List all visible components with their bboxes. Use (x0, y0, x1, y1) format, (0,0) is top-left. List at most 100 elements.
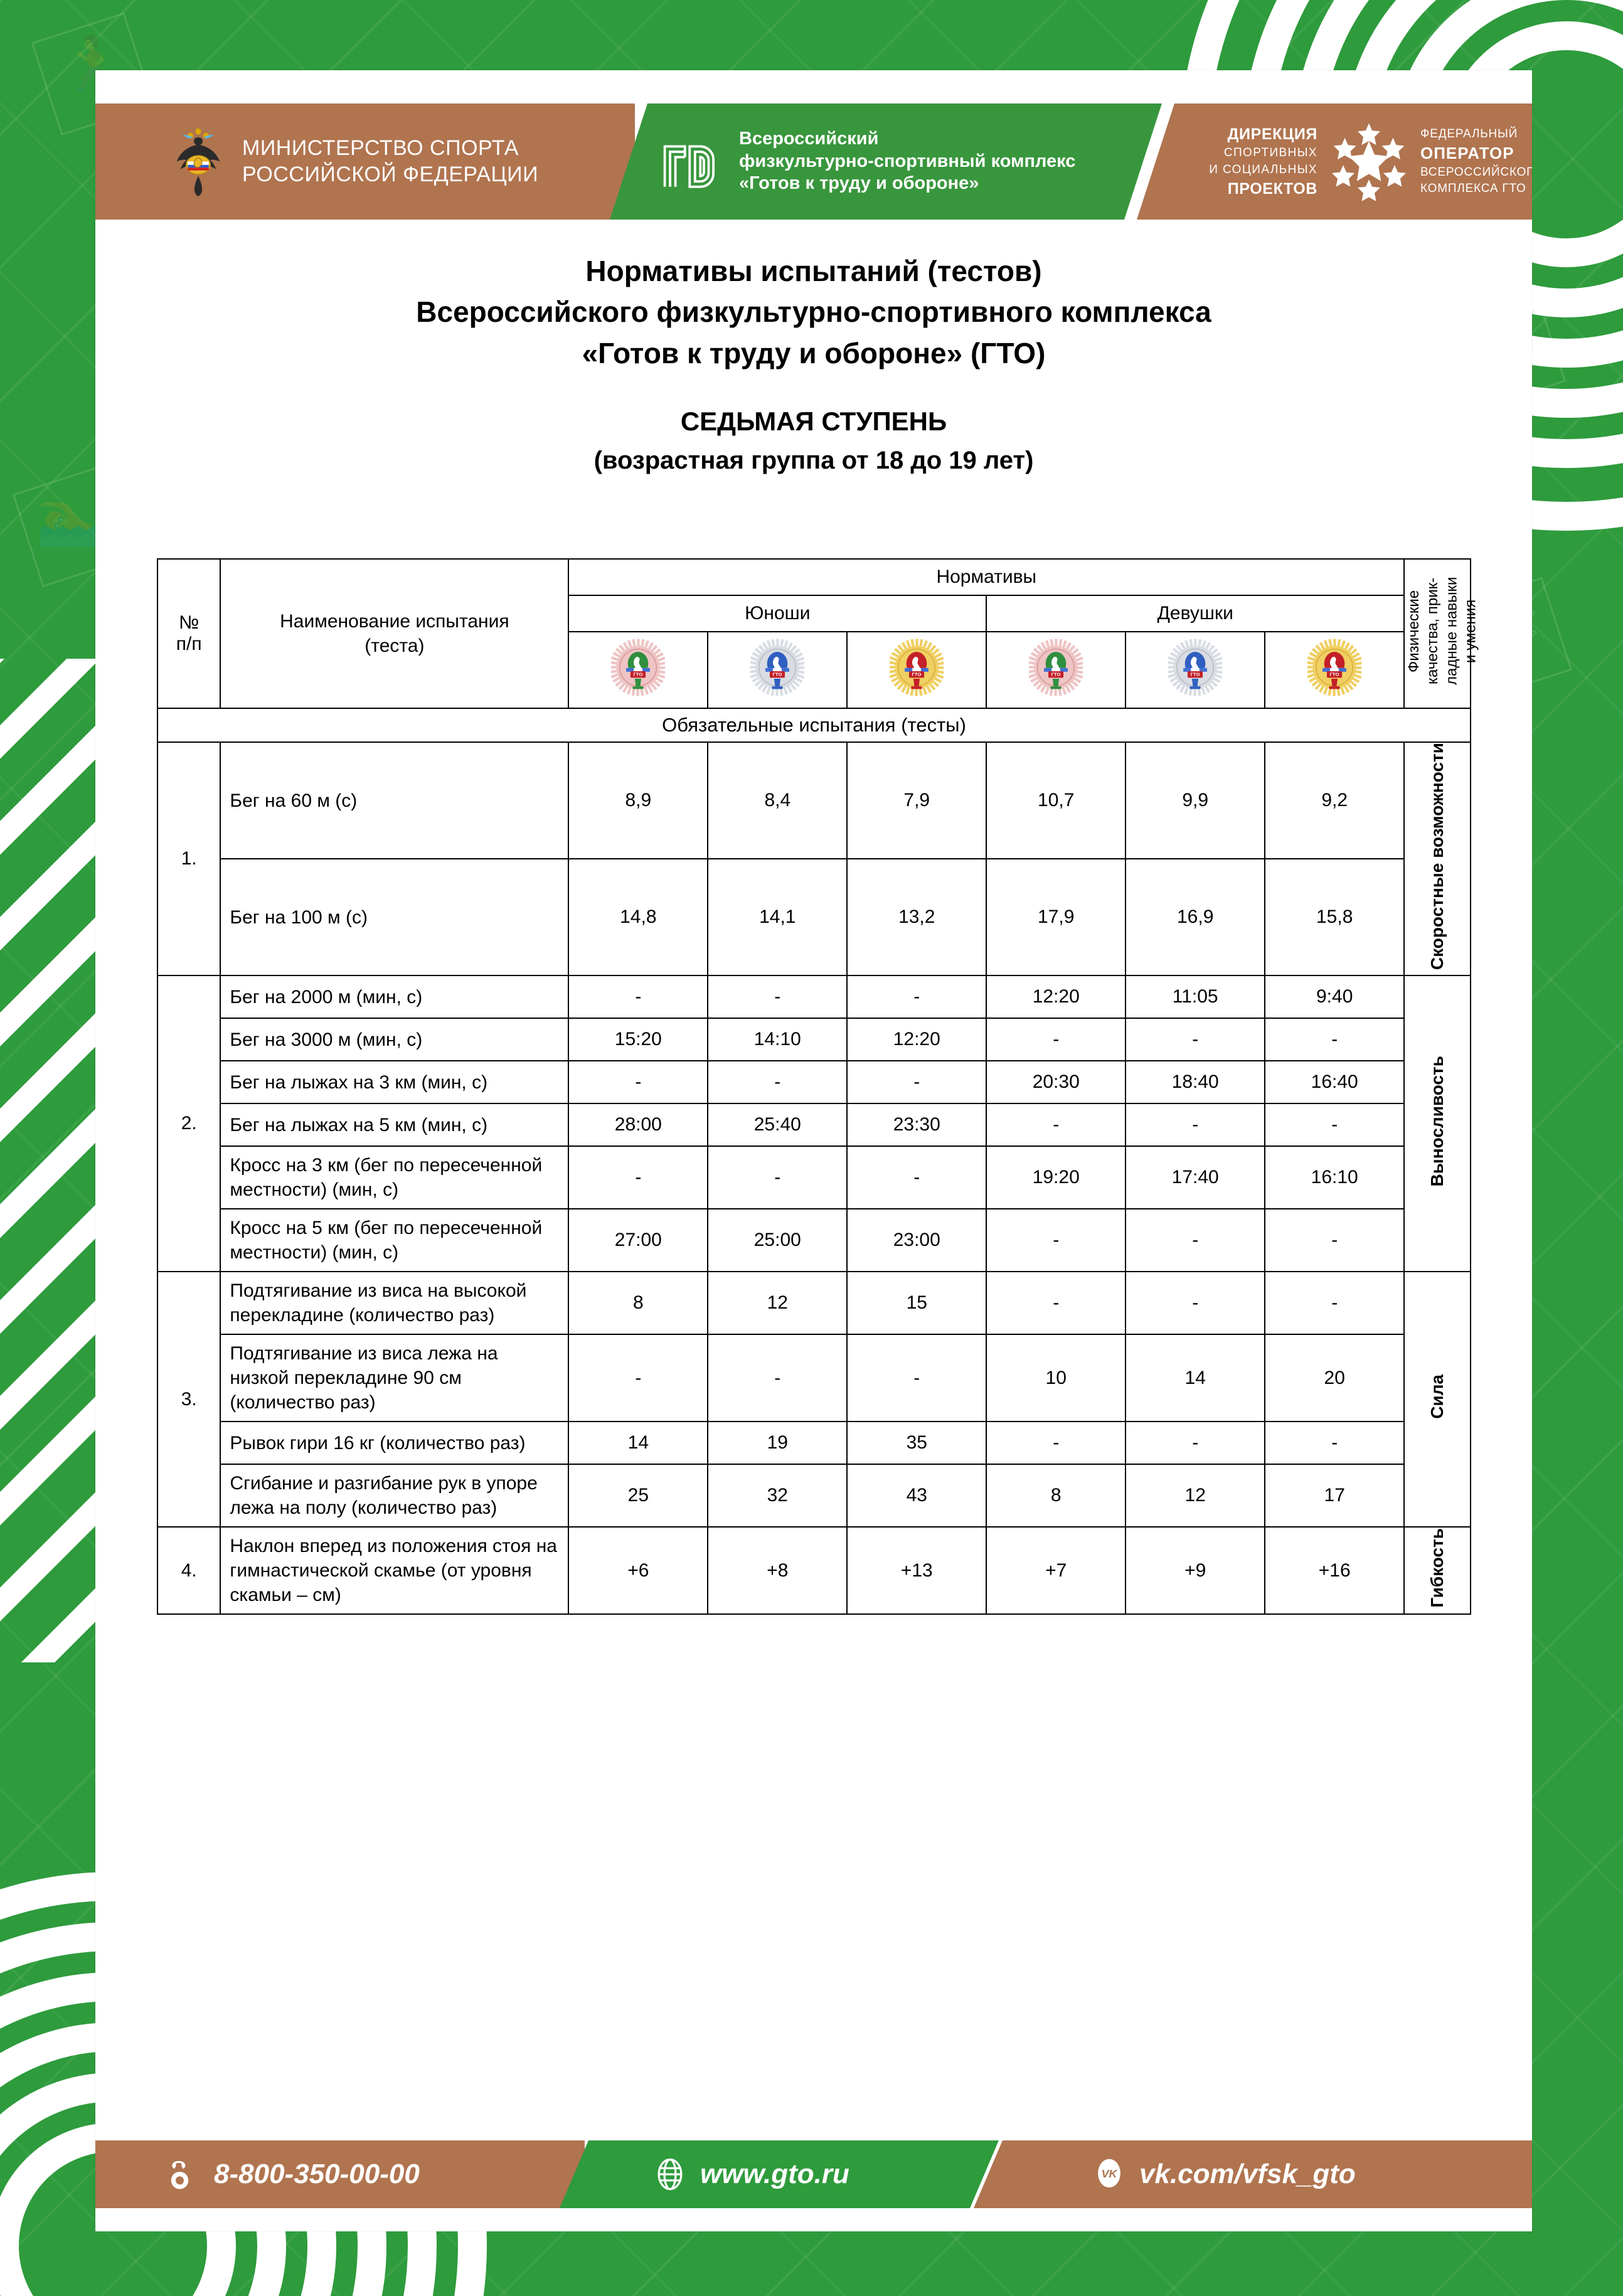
header-test-name-line1: Наименование испытания (280, 611, 509, 632)
value-cell-1: 27:00 (568, 1208, 709, 1273)
quality-label: Скоростные возможности (1427, 743, 1447, 970)
gto-line3: «Готов к труду и обороне» (739, 173, 979, 194)
value-cell-3: 15 (846, 1271, 987, 1336)
value-cell-6: 9:40 (1264, 975, 1405, 1019)
value-cell-4: 10,7 (986, 741, 1127, 860)
table-row: Бег на лыжах на 5 км (мин, с) 28:00 25:40 2… (157, 1103, 1471, 1147)
footer-green-middle (560, 2140, 999, 2208)
header-badge-cell-6: ГТО (1264, 631, 1405, 709)
value-cell-6: - (1264, 1018, 1405, 1062)
value-cell-1: 15:20 (568, 1018, 709, 1062)
value-cell-2: 14,1 (707, 858, 848, 977)
ministry-line2: РОССИЙСКОЙ ФЕДЕРАЦИИ (242, 162, 539, 186)
value-cell-4: - (986, 1421, 1127, 1465)
header-cell-boys: Юноши (568, 595, 987, 632)
value-cell-3: 7,9 (846, 741, 987, 860)
bronze-badge-icon: ГТО (611, 639, 666, 696)
quality-cell-1: Скоростные возможности (1403, 741, 1471, 977)
footer-phone[interactable]: 8-800-350-00-00 (168, 2140, 420, 2208)
group-number-2: 2. (156, 975, 221, 1273)
value-cell-6: +16 (1264, 1526, 1405, 1615)
value-cell-3: - (846, 1060, 987, 1105)
value-cell-6: 17 (1264, 1464, 1405, 1528)
header-badge-cell-4: ГТО (986, 631, 1127, 709)
document-header: МИНИСТЕРСТВО СПОРТА РОССИЙСКОЙ ФЕДЕРАЦИИ… (95, 104, 1532, 220)
test-name-cell: Кросс на 5 км (бег по пересеченной местн… (220, 1208, 570, 1273)
value-cell-2: 8,4 (707, 741, 848, 860)
fed-line4: КОМПЛЕКСА ГТО (1420, 182, 1526, 196)
value-cell-5: 17:40 (1125, 1145, 1266, 1210)
quality-label: Выносливость (1427, 1055, 1447, 1187)
gto-text: Всероссийский физкультурно-спортивный ко… (739, 128, 1075, 196)
value-cell-5: 14 (1125, 1334, 1266, 1423)
value-cell-4: 17,9 (986, 858, 1127, 977)
table-row: Бег на 100 м (с) 14,8 14,1 13,2 17,9 16,9 15,8 (157, 858, 1471, 977)
gold-badge-icon: ГТО (1307, 639, 1362, 696)
stage-title: СЕДЬМАЯ СТУПЕНЬ (680, 406, 947, 436)
value-cell-5: - (1125, 1421, 1266, 1465)
value-cell-4: - (986, 1208, 1127, 1273)
group-number-4: 4. (156, 1526, 221, 1615)
directorate-line4: ПРОЕКТОВ (1227, 179, 1317, 198)
directorate-line1: ДИРЕКЦИЯ (1227, 125, 1317, 143)
section-mandatory-title: Обязательные испытания (тесты) (157, 708, 1471, 743)
value-cell-1: 8,9 (568, 741, 709, 860)
value-cell-1: - (568, 1145, 709, 1210)
table-row: Кросс на 5 км (бег по пересеченной местн… (157, 1208, 1471, 1273)
value-cell-6: 20 (1264, 1334, 1405, 1423)
svg-text:ГТО: ГТО (1191, 672, 1200, 678)
header-number-line2: п/п (176, 634, 202, 654)
vk-icon: VK (1098, 2159, 1120, 2188)
value-cell-4: 19:20 (986, 1145, 1127, 1210)
test-name-cell: Наклон вперед из положения стоя на гимна… (220, 1526, 570, 1615)
value-cell-3: +13 (846, 1526, 987, 1615)
silver-badge-icon: ГТО (750, 639, 805, 696)
value-cell-2: - (707, 975, 848, 1019)
value-cell-5: - (1125, 1271, 1266, 1336)
value-cell-6: - (1264, 1103, 1405, 1147)
svg-text:VK: VK (1102, 2167, 1118, 2180)
directorate-line3: И СОЦИАЛЬНЫХ (1209, 162, 1317, 176)
value-cell-1: 14 (568, 1421, 709, 1465)
footer-website[interactable]: www.gto.ru (654, 2140, 849, 2208)
test-name-cell: Рывок гири 16 кг (количество раз) (220, 1421, 570, 1465)
footer-vk[interactable]: VK vk.com/vfsk_gto (1093, 2140, 1356, 2208)
quality-label: Гибкость (1427, 1528, 1447, 1608)
test-name-cell: Подтягивание из виса лежа на низкой пере… (220, 1334, 570, 1423)
silver-badge-icon: ГТО (1168, 639, 1223, 696)
fed-line2: ОПЕРАТОР (1420, 143, 1514, 162)
footer-website-text: www.gto.ru (700, 2159, 849, 2189)
value-cell-1: 28:00 (568, 1103, 709, 1147)
gto-logo-icon (663, 145, 715, 188)
group-number-1: 1. (156, 741, 221, 977)
value-cell-6: 9,2 (1264, 741, 1405, 860)
header-cell-norms: Нормативы (568, 558, 1405, 596)
header-number-line1: № (179, 612, 200, 633)
value-cell-5: 11:05 (1125, 975, 1266, 1019)
value-cell-1: 8 (568, 1271, 709, 1336)
title-line-2: Всероссийского физкультурно-спортивного … (416, 295, 1211, 329)
table-row: Бег на 3000 м (мин, с) 15:20 14:10 12:20- - - (157, 1018, 1471, 1062)
value-cell-2: 12 (707, 1271, 848, 1336)
value-cell-6: - (1264, 1271, 1405, 1336)
value-cell-3: 12:20 (846, 1018, 987, 1062)
test-name-cell: Бег на 100 м (с) (220, 858, 570, 977)
fed-line3: ВСЕРОССИЙСКОГО (1420, 166, 1532, 179)
value-cell-2: - (707, 1145, 848, 1210)
value-cell-3: - (846, 1145, 987, 1210)
value-cell-5: 9,9 (1125, 741, 1266, 860)
value-cell-1: 25 (568, 1464, 709, 1528)
value-cell-1: - (568, 975, 709, 1019)
value-cell-4: - (986, 1271, 1127, 1336)
table-row: Подтягивание из виса лежа на низкой пере… (157, 1334, 1471, 1423)
table-row: Сгибание и разгибание рук в упоре лежа н… (157, 1464, 1471, 1528)
value-cell-5: - (1125, 1018, 1266, 1062)
table-header-row-1: № п/п Наименование испытания (теста) Нор… (156, 558, 1479, 709)
test-name-cell: Подтягивание из виса на высокой переклад… (220, 1271, 570, 1336)
value-cell-6: 15,8 (1264, 858, 1405, 977)
value-cell-1: - (568, 1060, 709, 1105)
gold-badge-icon: ГТО (890, 639, 944, 696)
footer-phone-text: 8-800-350-00-00 (214, 2159, 420, 2189)
test-name-cell: Бег на 2000 м (мин, с) (220, 975, 570, 1019)
value-cell-3: 13,2 (846, 858, 987, 977)
